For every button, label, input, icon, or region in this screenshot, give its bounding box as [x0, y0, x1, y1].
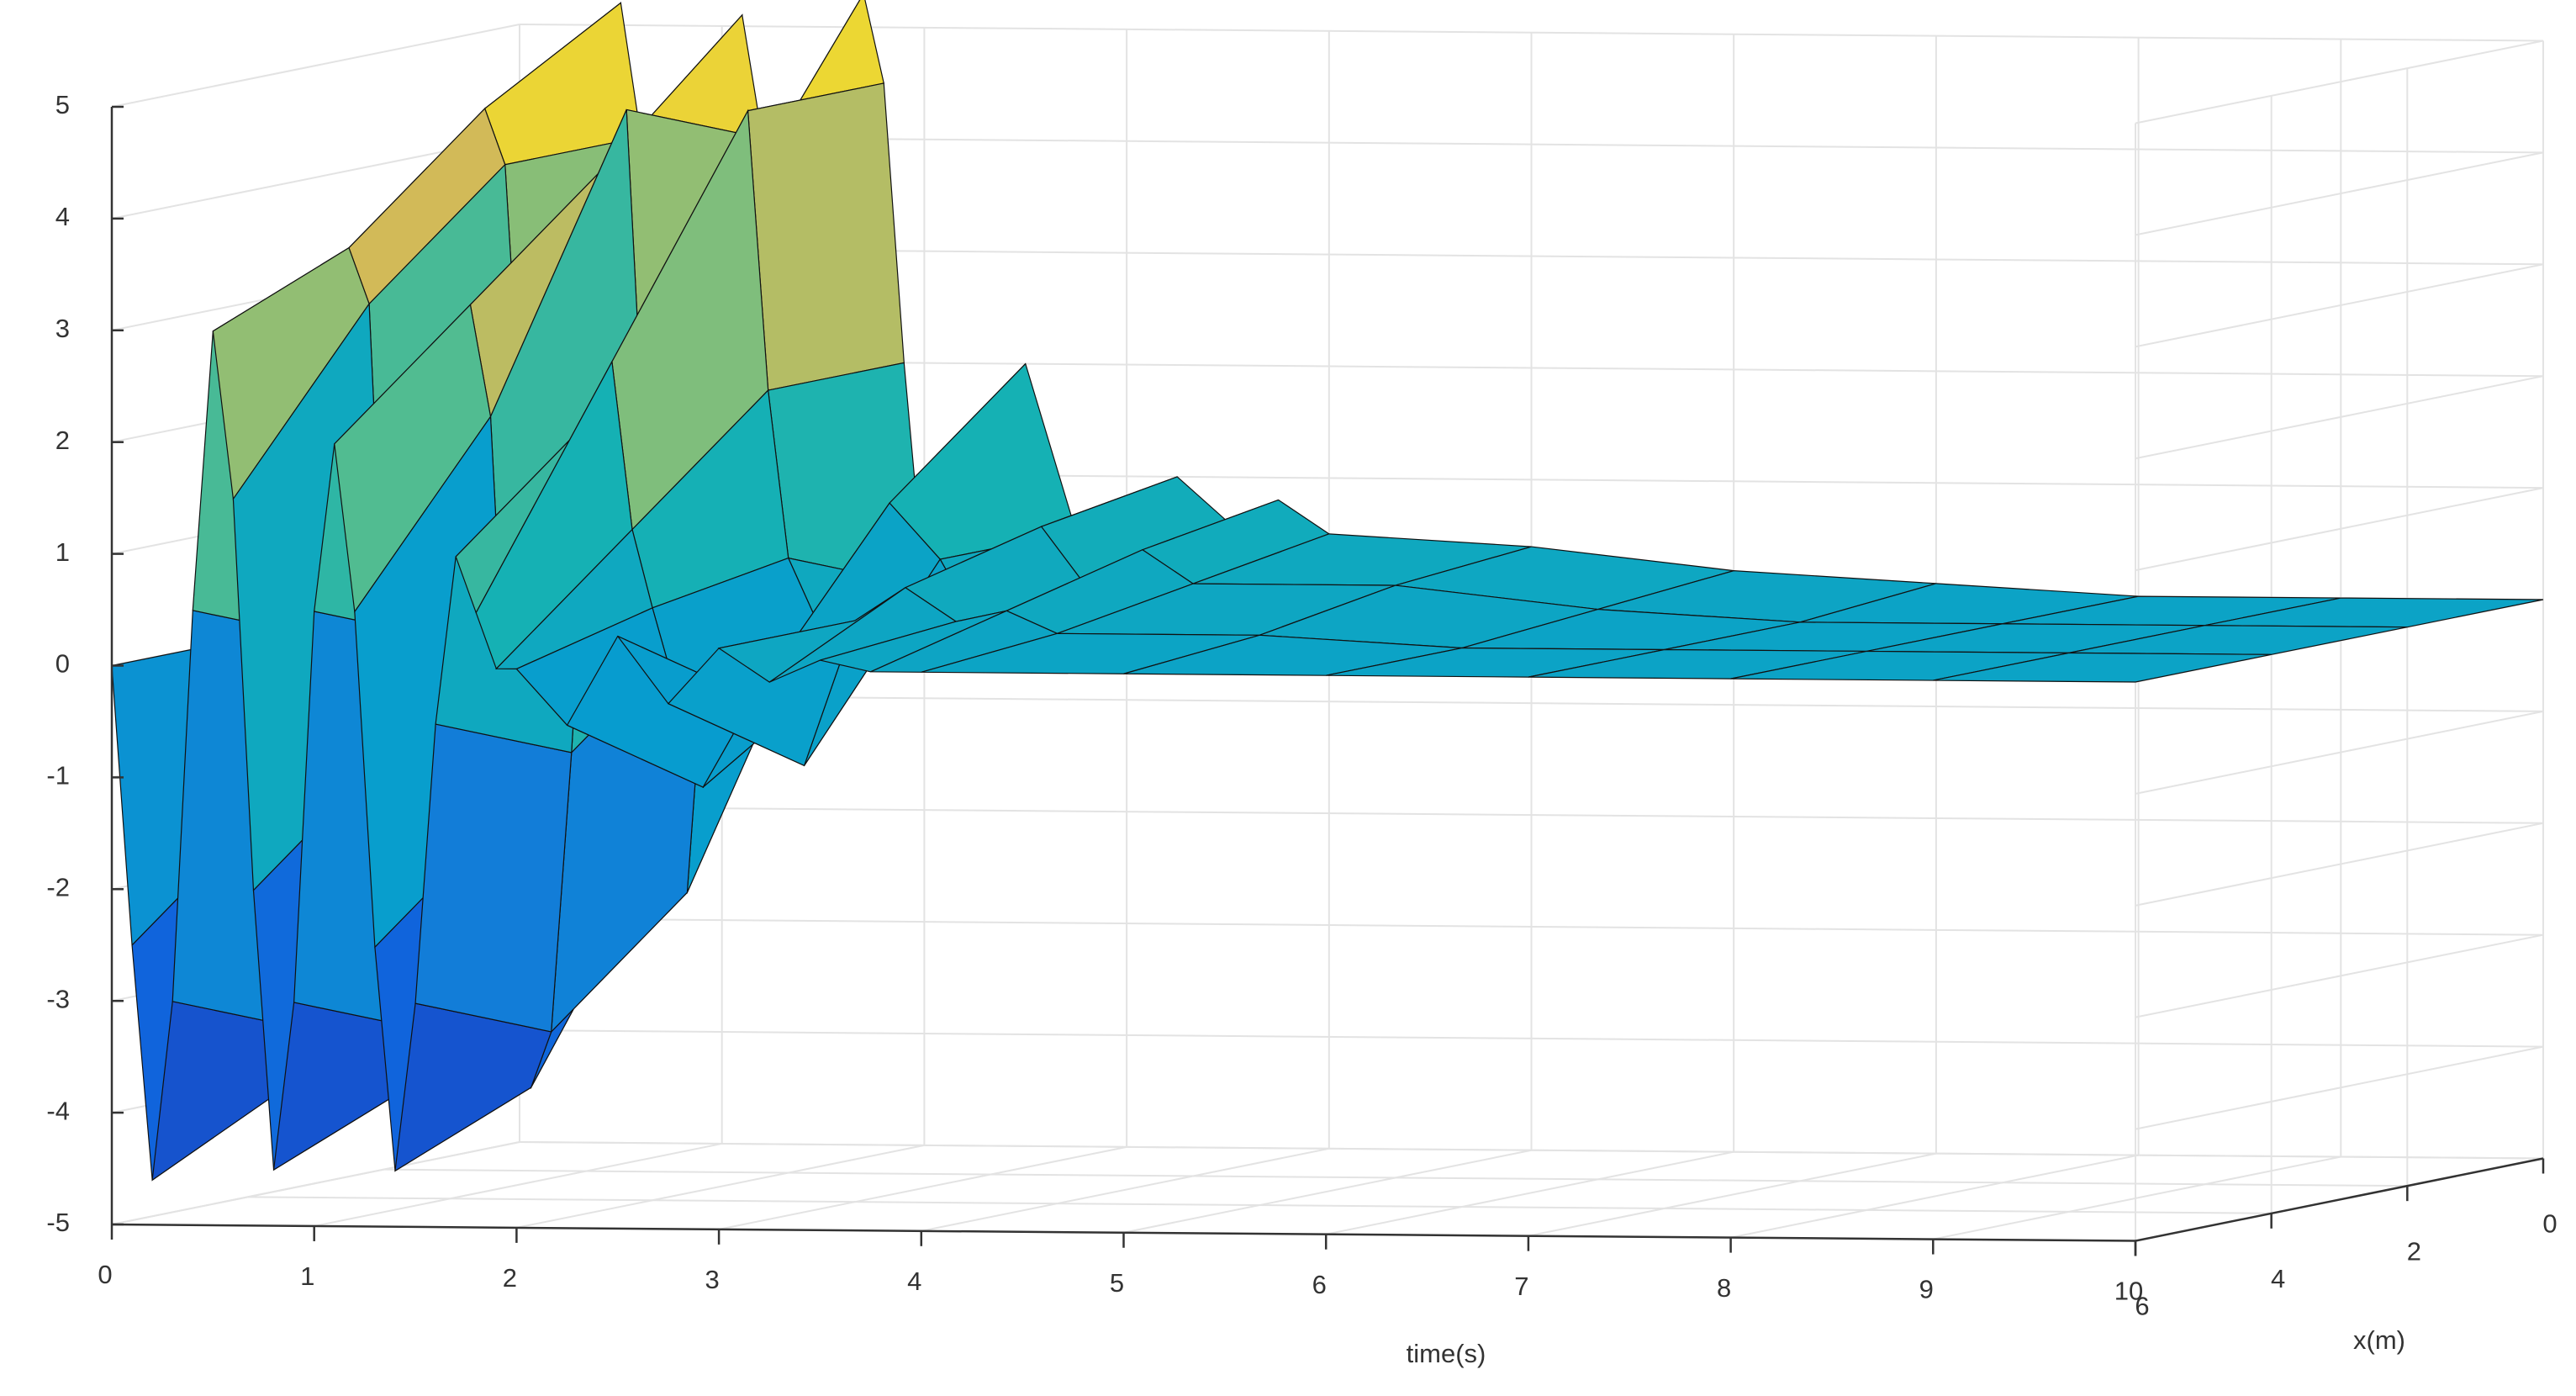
grid-line	[247, 1196, 2272, 1214]
x-tick-label: 1	[300, 1261, 314, 1291]
grid-line	[1528, 1152, 1937, 1237]
grid-line	[1326, 1150, 1734, 1235]
x-tick-label: 6	[1312, 1270, 1327, 1299]
z-tick-label: 0	[55, 649, 70, 679]
grid-line	[2135, 933, 2544, 1018]
axis-line	[2135, 1157, 2544, 1242]
z-tick-label: -1	[46, 761, 70, 791]
x-tick-label: 4	[907, 1266, 921, 1296]
grid-line	[2135, 1045, 2544, 1130]
y-tick-label: 0	[2542, 1209, 2557, 1239]
grid-line	[111, 24, 520, 108]
grid-line	[718, 1145, 1127, 1230]
grid-line	[2135, 375, 2544, 460]
y-tick-label: 4	[2271, 1264, 2285, 1293]
x-tick-label: 0	[98, 1260, 112, 1289]
grid-line	[519, 1029, 2544, 1048]
grid-line	[1730, 1154, 2139, 1239]
x-tick-label: 8	[1717, 1273, 1731, 1303]
grid-line	[519, 694, 2544, 712]
grid-line	[519, 1141, 2544, 1160]
x-tick-label: 7	[1514, 1272, 1528, 1301]
x-tick-label: 10	[2114, 1277, 2143, 1306]
grid-line	[1123, 1149, 1532, 1234]
grid-line	[519, 917, 2544, 936]
grid-line	[516, 1144, 925, 1229]
grid-line	[2135, 151, 2544, 236]
grid-line	[383, 1168, 2408, 1187]
z-tick-label: 1	[55, 537, 70, 567]
grid-line	[111, 1141, 520, 1225]
x-tick-label: 3	[705, 1265, 719, 1294]
grid-line	[2135, 40, 2544, 124]
z-tick-label: 3	[55, 314, 70, 343]
z-tick-label: -3	[46, 984, 70, 1013]
x-axis-label: time(s)	[1407, 1339, 1486, 1368]
y-axis-label: x(m)	[2353, 1325, 2405, 1355]
z-tick-label: -5	[46, 1208, 70, 1237]
grid-line	[314, 1142, 722, 1227]
y-tick-label: 2	[2407, 1236, 2421, 1266]
grid-line	[2135, 487, 2544, 572]
grid-line	[1933, 1155, 2341, 1240]
grid-line	[519, 806, 2544, 824]
z-tick-label: 2	[55, 426, 70, 455]
surface-patch	[414, 723, 573, 1033]
x-tick-label: 5	[1110, 1268, 1124, 1298]
z-tick-label: 4	[55, 202, 70, 231]
surface-patch	[394, 1002, 552, 1172]
grid-line	[2135, 263, 2544, 348]
y-tick-label: 6	[2135, 1292, 2149, 1321]
surface-patch	[1933, 652, 2272, 683]
grid-line	[921, 1147, 1329, 1232]
z-tick-label: -2	[46, 872, 70, 902]
grid-line	[2135, 710, 2544, 795]
z-tick-label: -4	[46, 1096, 70, 1125]
z-tick-label: 5	[55, 90, 70, 119]
x-tick-label: 9	[1919, 1275, 1934, 1304]
x-tick-label: 2	[503, 1263, 517, 1293]
grid-line	[2135, 822, 2544, 907]
surface-patch	[747, 82, 905, 391]
